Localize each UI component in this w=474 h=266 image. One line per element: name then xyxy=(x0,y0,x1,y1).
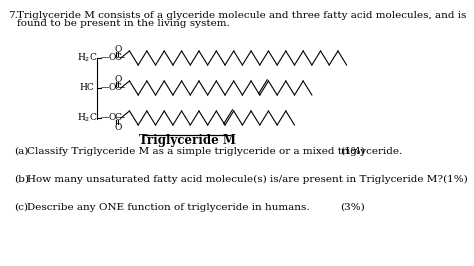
Text: —O—: —O— xyxy=(101,53,127,63)
Text: (c): (c) xyxy=(14,203,28,212)
Text: Classify Triglyceride M as a simple triglyceride or a mixed triglyceride.: Classify Triglyceride M as a simple trig… xyxy=(27,147,402,156)
Text: —O—: —O— xyxy=(101,114,127,123)
Text: (1%): (1%) xyxy=(340,147,365,156)
Text: C: C xyxy=(115,84,121,93)
Text: H$_2$C: H$_2$C xyxy=(77,112,97,124)
Text: 7.: 7. xyxy=(8,11,18,20)
Text: —O—: —O— xyxy=(101,84,127,93)
Text: (a): (a) xyxy=(14,147,28,156)
Text: HC: HC xyxy=(80,84,94,93)
Text: O: O xyxy=(115,74,122,84)
Text: H$_2$C: H$_2$C xyxy=(77,52,97,64)
Text: C: C xyxy=(115,53,121,63)
Text: C: C xyxy=(115,114,121,123)
Text: How many unsaturated fatty acid molecule(s) is/are present in Triglyceride M?(1%: How many unsaturated fatty acid molecule… xyxy=(27,175,467,184)
Text: O: O xyxy=(115,44,122,53)
Text: found to be present in the living system.: found to be present in the living system… xyxy=(18,19,230,28)
Text: (b): (b) xyxy=(14,175,29,184)
Text: O: O xyxy=(115,123,122,131)
Text: Triglyceride M: Triglyceride M xyxy=(139,134,236,147)
Text: Triglyceride M consists of a glyceride molecule and three fatty acid molecules, : Triglyceride M consists of a glyceride m… xyxy=(18,11,467,20)
Text: (3%): (3%) xyxy=(340,203,365,212)
Text: Describe any ONE function of triglyceride in humans.: Describe any ONE function of triglycerid… xyxy=(27,203,310,212)
